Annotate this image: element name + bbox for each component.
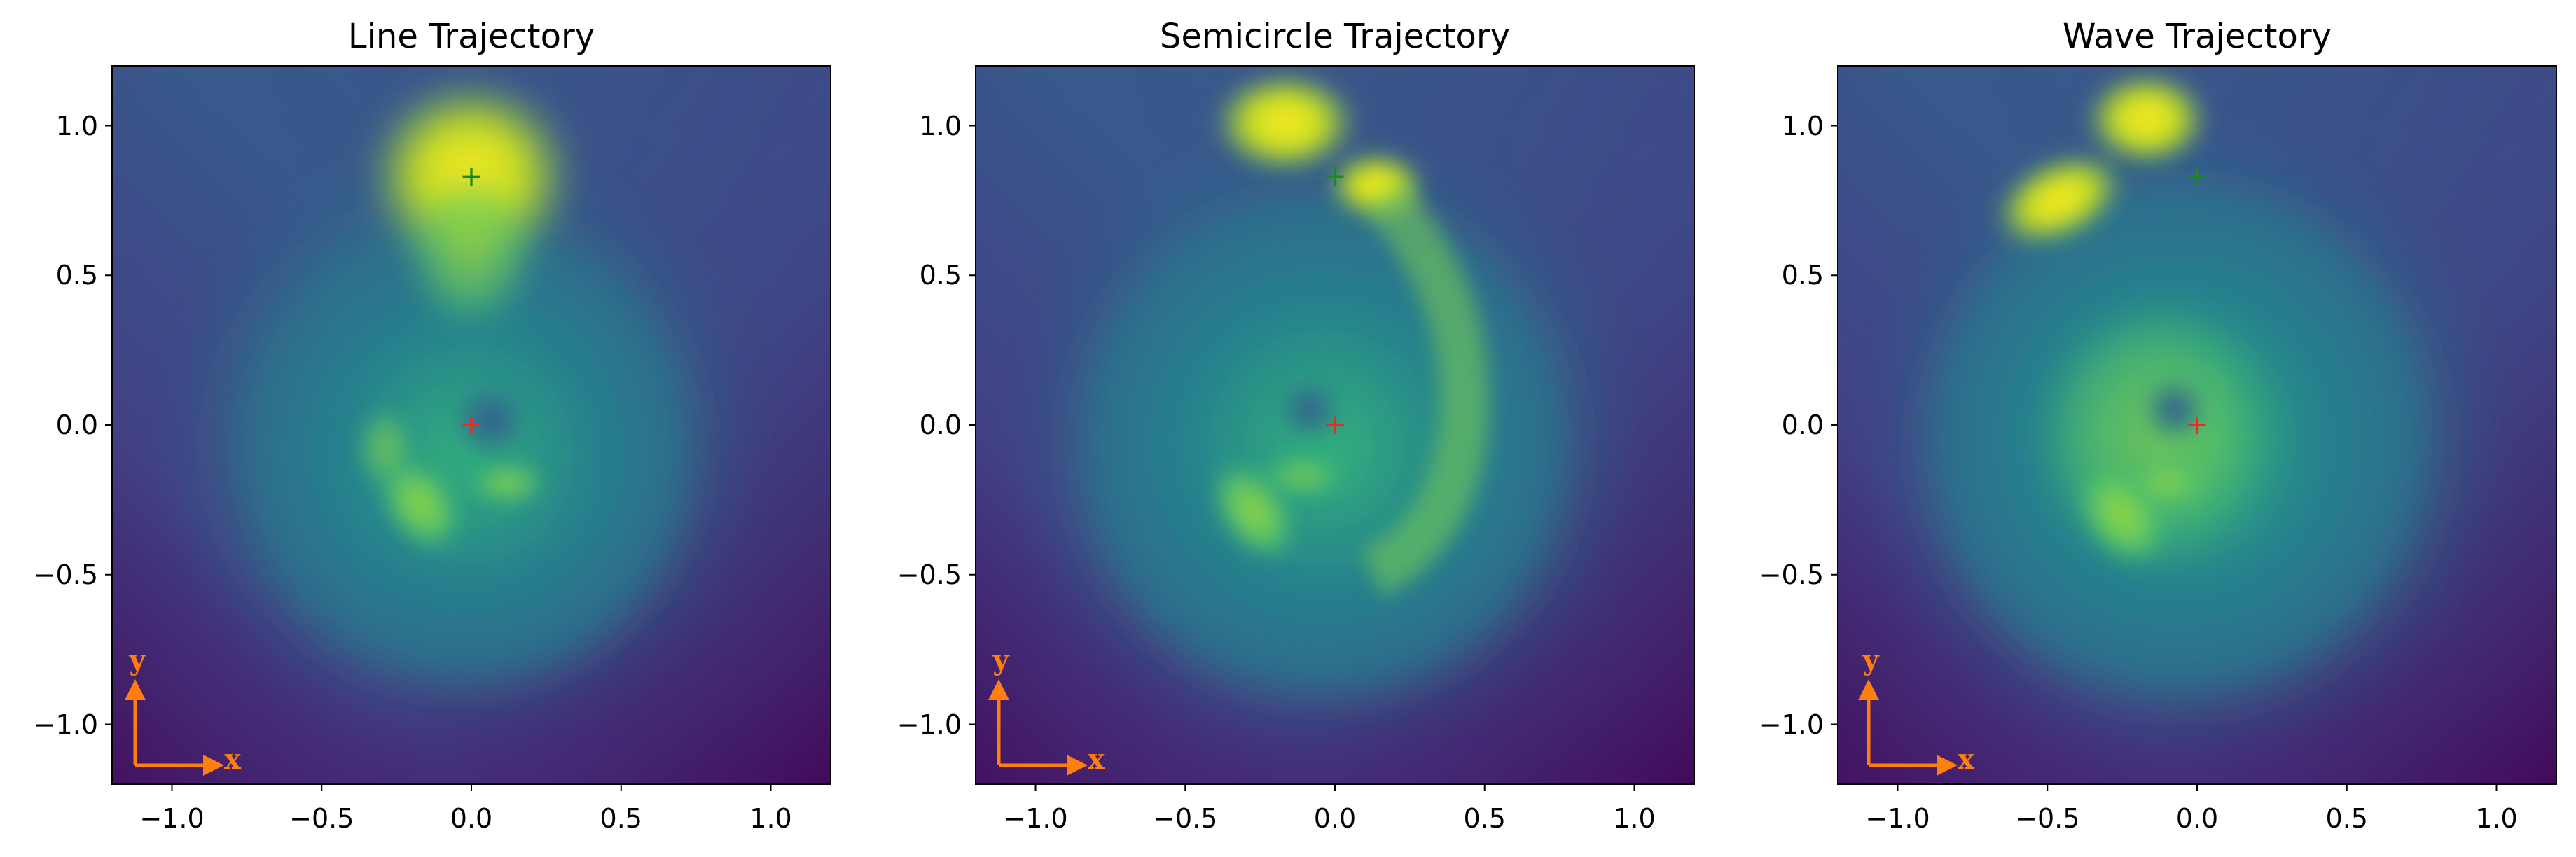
origin-marker: +	[2185, 409, 2209, 441]
x-tick-label: −1.0	[1865, 803, 1930, 834]
x-tick-label: 0.5	[1464, 803, 1506, 834]
blob-2	[2126, 462, 2210, 504]
x-tick-label: 0.0	[1314, 803, 1356, 834]
panel-line-trajectory: Line Trajectory −1.0 −0.5 0.0 0.5 1.0 −1…	[34, 17, 831, 834]
indicator-y-label: y	[992, 643, 1010, 676]
heatmap-semicircle	[976, 66, 1694, 784]
indicator-x-label: x	[1958, 743, 1975, 776]
panel-wave-trajectory: Wave Trajectory −1.0 −0.5 0.0 0.5 1.0 −1…	[1759, 17, 2557, 834]
markers: + +	[459, 160, 483, 441]
y-tick-label: 0.0	[56, 410, 98, 440]
origin-marker: +	[459, 409, 483, 441]
y-tick-label: −0.5	[34, 559, 98, 590]
y-tick-label: 0.5	[1782, 260, 1824, 291]
x-tick-label: 0.0	[2176, 803, 2218, 834]
heatmap-wave	[1838, 66, 2556, 784]
center-hole	[2143, 378, 2206, 441]
center-hole	[1278, 378, 1341, 441]
goal-marker: +	[1323, 160, 1347, 193]
hotspot-top	[1212, 70, 1359, 175]
x-tick-label: −0.5	[1153, 803, 1217, 834]
y-tick-label: −0.5	[1759, 559, 1824, 590]
indicator-x-label: x	[224, 743, 242, 776]
frame-indicator: y x	[988, 643, 1105, 776]
y-tick-label: −1.0	[1759, 709, 1824, 740]
blob-2	[1261, 457, 1345, 496]
x-ticks: −1.0 −0.5 0.0 0.5 1.0	[1003, 784, 1656, 834]
x-tick-label: 1.0	[749, 803, 791, 834]
x-tick-label: −1.0	[139, 803, 204, 834]
x-tick-label: 0.0	[450, 803, 492, 834]
indicator-x-label: x	[1088, 743, 1105, 776]
hotspot-top	[2084, 70, 2210, 168]
y-tick-label: 1.0	[56, 111, 98, 141]
x-tick-label: 1.0	[1613, 803, 1655, 834]
indicator-y-label: y	[1862, 643, 1880, 676]
x-ticks: −1.0 −0.5 0.0 0.5 1.0	[1865, 784, 2518, 834]
x-ticks: −1.0 −0.5 0.0 0.5 1.0	[139, 784, 792, 834]
y-tick-label: −0.5	[897, 559, 962, 590]
y-tick-label: 1.0	[1782, 111, 1824, 141]
y-ticks: −1.0 −0.5 0.0 0.5 1.0	[897, 111, 976, 740]
x-tick-label: 0.5	[600, 803, 642, 834]
y-ticks: −1.0 −0.5 0.0 0.5 1.0	[34, 111, 112, 740]
y-tick-label: 1.0	[920, 111, 962, 141]
field-disk	[237, 217, 699, 693]
markers: + +	[1323, 160, 1347, 441]
heatmap-line	[112, 66, 831, 784]
indicator-y-label: y	[128, 643, 146, 676]
y-tick-label: 0.5	[56, 260, 98, 291]
x-tick-label: 1.0	[2475, 803, 2517, 834]
y-tick-label: 0.0	[920, 410, 962, 440]
panel-title: Wave Trajectory	[2063, 17, 2332, 56]
y-tick-label: −1.0	[897, 709, 962, 740]
x-tick-label: 0.5	[2326, 803, 2368, 834]
field-disk	[1072, 189, 1576, 707]
y-tick-label: −1.0	[34, 709, 98, 740]
hotspot-neck	[408, 175, 534, 329]
blob-2	[469, 462, 546, 504]
y-tick-label: 0.5	[920, 260, 962, 291]
y-tick-label: 0.0	[1782, 410, 1824, 440]
origin-marker: +	[1323, 409, 1347, 441]
frame-indicator: y x	[125, 643, 242, 776]
hotspot-left	[1993, 151, 2126, 248]
goal-marker: +	[2185, 160, 2209, 193]
arc-band	[1361, 179, 1489, 597]
x-tick-label: −0.5	[2015, 803, 2079, 834]
center-hole	[452, 382, 529, 459]
markers: + +	[2185, 160, 2209, 441]
x-tick-label: −0.5	[289, 803, 354, 834]
y-ticks: −1.0 −0.5 0.0 0.5 1.0	[1759, 111, 1838, 740]
frame-indicator: y x	[1858, 643, 1975, 776]
panel-semicircle-trajectory: Semicircle Trajectory −1.0 −0.5 0.0 0.5 …	[897, 17, 1695, 834]
goal-marker: +	[459, 160, 483, 193]
panel-title: Semicircle Trajectory	[1160, 17, 1510, 56]
blob-3	[357, 406, 413, 490]
panel-title: Line Trajectory	[348, 17, 595, 56]
x-tick-label: −1.0	[1003, 803, 1067, 834]
